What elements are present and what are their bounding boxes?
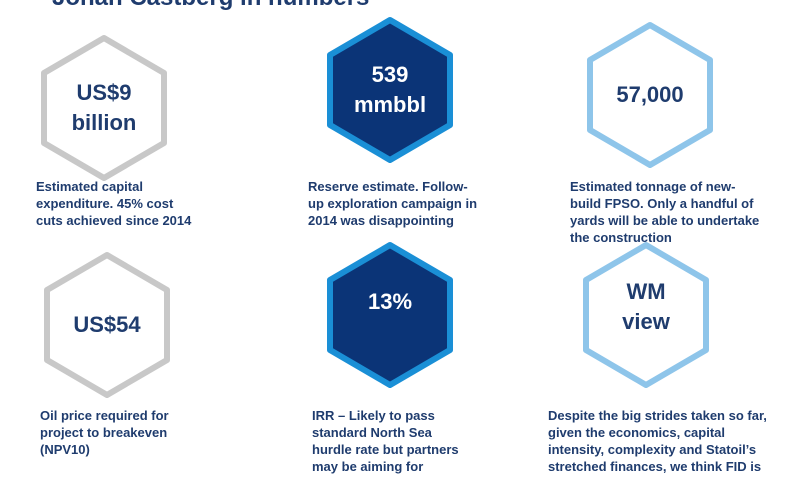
description-line: (NPV10) — [40, 442, 90, 457]
hexagon-value: US$54 — [41, 250, 173, 400]
hexagon-wm-view: WM view — [580, 240, 712, 390]
description-line: Despite the big strides taken so far, — [548, 408, 767, 423]
tile-description: Reserve estimate. Follow- up exploration… — [308, 178, 477, 229]
tile-description: Despite the big strides taken so far, gi… — [548, 407, 767, 475]
value-line: billion — [71, 110, 137, 135]
value-line: WM — [626, 279, 666, 304]
value-line: mmbbl — [353, 92, 427, 117]
tile-description: Estimated tonnage of new- build FPSO. On… — [570, 178, 759, 246]
description-line: cuts achieved since 2014 — [36, 213, 192, 228]
value-line: view — [622, 309, 670, 334]
description-line: stretched finances, we think FID is — [548, 459, 762, 474]
description-line: Estimated tonnage of new- — [570, 179, 736, 194]
hexagon-reserves: 539 mmbbl — [324, 15, 456, 165]
hexagon-value: 57,000 — [584, 20, 716, 170]
value-line: 57,000 — [616, 82, 684, 107]
description-line: Oil price required for — [40, 408, 169, 423]
description-line: 2014 was disappointing — [308, 213, 454, 228]
description-line: project to breakeven — [40, 425, 168, 440]
page-title: Johan Castberg in numbers — [52, 0, 369, 12]
description-line: may be aiming for — [312, 459, 424, 474]
value-line: 13% — [367, 289, 413, 314]
description-line: intensity, complexity and Statoil’s — [548, 442, 757, 457]
description-line: Reserve estimate. Follow- — [308, 179, 468, 194]
description-line: build FPSO. Only a handful of — [570, 196, 754, 211]
tile-description: IRR – Likely to pass standard North Sea … — [312, 407, 459, 475]
tile-description: Oil price required for project to breake… — [40, 407, 169, 458]
tile-description: Estimated capital expenditure. 45% cost … — [36, 178, 191, 229]
hexagon-capex: US$9 billion — [38, 33, 170, 183]
description-line: standard North Sea — [312, 425, 432, 440]
hexagon-value: 13% — [324, 240, 456, 364]
description-line: expenditure. 45% cost — [36, 196, 174, 211]
hexagon-value: US$9 billion — [38, 33, 170, 183]
description-line: given the economics, capital — [548, 425, 725, 440]
hexagon-value: 539 mmbbl — [324, 15, 456, 165]
description-line: yards will be able to undertake — [570, 213, 760, 228]
hexagon-value: WM view — [580, 240, 712, 374]
hexagon-tonnage: 57,000 — [584, 20, 716, 170]
description-line: IRR – Likely to pass — [312, 408, 435, 423]
value-line: US$54 — [73, 312, 141, 337]
hexagon-breakeven: US$54 — [41, 250, 173, 400]
value-line: 539 — [371, 62, 409, 87]
description-line: the construction — [570, 230, 672, 245]
description-line: hurdle rate but partners — [312, 442, 459, 457]
value-line: US$9 — [76, 80, 132, 105]
hexagon-irr: 13% — [324, 240, 456, 390]
description-line: up exploration campaign in — [308, 196, 478, 211]
description-line: Estimated capital — [36, 179, 143, 194]
